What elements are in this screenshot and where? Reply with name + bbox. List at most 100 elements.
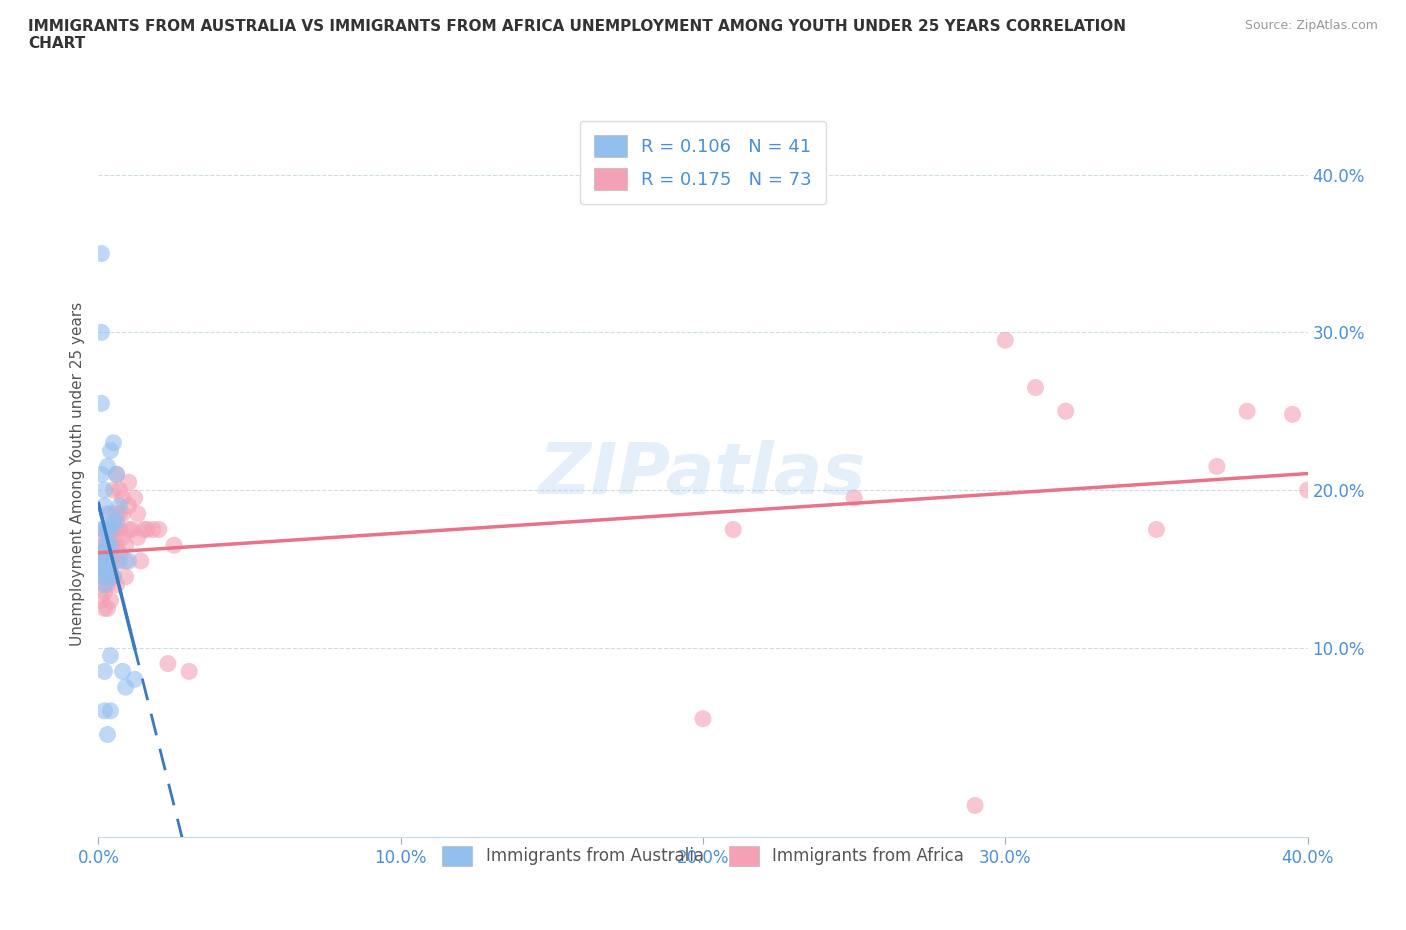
Point bbox=[965, 798, 987, 813]
Point bbox=[111, 530, 134, 545]
Point bbox=[90, 467, 112, 482]
Point bbox=[96, 538, 118, 552]
Point bbox=[100, 506, 122, 521]
Point bbox=[90, 553, 112, 568]
Point bbox=[90, 553, 112, 568]
Point bbox=[108, 483, 131, 498]
Point bbox=[100, 522, 122, 537]
Point bbox=[93, 578, 115, 592]
Point bbox=[114, 569, 136, 584]
Point bbox=[108, 553, 131, 568]
Point bbox=[103, 514, 125, 529]
Point bbox=[96, 562, 118, 577]
Point bbox=[90, 546, 112, 561]
Point bbox=[135, 522, 157, 537]
Point bbox=[1024, 380, 1046, 395]
Point bbox=[111, 664, 134, 679]
Point bbox=[93, 522, 115, 537]
Point bbox=[100, 648, 122, 663]
Point bbox=[111, 490, 134, 505]
Point bbox=[100, 593, 122, 608]
Point bbox=[723, 522, 745, 537]
Point bbox=[129, 553, 152, 568]
Text: IMMIGRANTS FROM AUSTRALIA VS IMMIGRANTS FROM AFRICA UNEMPLOYMENT AMONG YOUTH UND: IMMIGRANTS FROM AUSTRALIA VS IMMIGRANTS … bbox=[28, 19, 1126, 51]
Point bbox=[93, 562, 115, 577]
Point bbox=[103, 569, 125, 584]
Point bbox=[1281, 407, 1303, 422]
Point bbox=[93, 585, 115, 600]
Point bbox=[96, 569, 118, 584]
Point bbox=[124, 671, 146, 686]
Point bbox=[90, 325, 112, 339]
Point bbox=[90, 562, 112, 577]
Point bbox=[93, 522, 115, 537]
Point bbox=[93, 703, 115, 718]
Point bbox=[100, 522, 122, 537]
Point bbox=[96, 459, 118, 474]
Point bbox=[844, 490, 866, 505]
Point bbox=[93, 498, 115, 513]
Point bbox=[127, 506, 149, 521]
Point bbox=[93, 569, 115, 584]
Point bbox=[96, 522, 118, 537]
Point bbox=[994, 333, 1017, 348]
Point bbox=[100, 558, 122, 573]
Text: ZIPatlas: ZIPatlas bbox=[540, 440, 866, 509]
Point bbox=[103, 569, 125, 584]
Point bbox=[179, 664, 201, 679]
Point bbox=[100, 538, 122, 552]
Point bbox=[100, 565, 122, 579]
Point bbox=[163, 538, 186, 552]
Point bbox=[121, 522, 143, 537]
Point bbox=[148, 522, 170, 537]
Point bbox=[93, 483, 115, 498]
Point bbox=[105, 514, 128, 529]
Point bbox=[114, 680, 136, 695]
Point bbox=[124, 490, 146, 505]
Point bbox=[96, 506, 118, 521]
Point bbox=[105, 578, 128, 592]
Point bbox=[90, 593, 112, 608]
Point bbox=[142, 522, 165, 537]
Point bbox=[105, 522, 128, 537]
Point bbox=[90, 562, 112, 577]
Point bbox=[96, 546, 118, 561]
Point bbox=[96, 727, 118, 742]
Point bbox=[105, 506, 128, 521]
Point bbox=[1206, 459, 1229, 474]
Point bbox=[90, 396, 112, 411]
Point bbox=[93, 553, 115, 568]
Point bbox=[105, 538, 128, 552]
Point bbox=[90, 522, 112, 537]
Point bbox=[93, 664, 115, 679]
Point bbox=[118, 553, 141, 568]
Point bbox=[118, 498, 141, 513]
Point bbox=[103, 435, 125, 450]
Point bbox=[118, 474, 141, 489]
Point bbox=[103, 538, 125, 552]
Point bbox=[100, 703, 122, 718]
Point bbox=[108, 546, 131, 561]
Point bbox=[132, 522, 155, 537]
Point bbox=[111, 506, 134, 521]
Point bbox=[103, 522, 125, 537]
Point bbox=[100, 444, 122, 458]
Point bbox=[127, 530, 149, 545]
Point bbox=[156, 656, 179, 671]
Point bbox=[90, 530, 112, 545]
Point bbox=[105, 467, 128, 482]
Point bbox=[93, 538, 115, 552]
Point bbox=[1296, 483, 1319, 498]
Point bbox=[108, 506, 131, 521]
Point bbox=[105, 467, 128, 482]
Point bbox=[96, 578, 118, 592]
Point bbox=[1236, 404, 1258, 418]
Point bbox=[100, 538, 122, 552]
Y-axis label: Unemployment Among Youth under 25 years: Unemployment Among Youth under 25 years bbox=[69, 302, 84, 646]
Point bbox=[93, 553, 115, 568]
Point bbox=[108, 498, 131, 513]
Point bbox=[1144, 522, 1167, 537]
Point bbox=[96, 601, 118, 616]
Point bbox=[108, 522, 131, 537]
Point bbox=[93, 569, 115, 584]
